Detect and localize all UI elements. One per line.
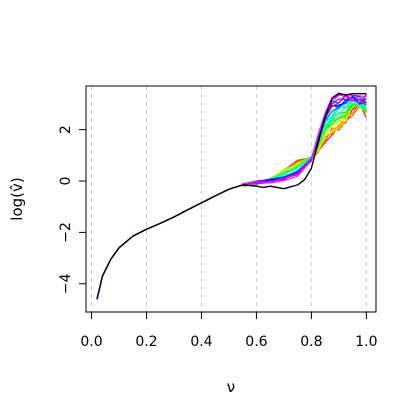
y-axis: −4 −2 0 2: [58, 125, 87, 294]
x-tick-label-1: 0.2: [135, 334, 157, 350]
series-line-black: [96, 93, 367, 300]
x-axis-label: ν: [227, 378, 235, 396]
x-tick-label-3: 0.6: [245, 334, 267, 350]
y-tick-label-0: −4: [58, 273, 74, 294]
x-tick-label-5: 1.0: [355, 334, 377, 350]
series-lines: [96, 92, 367, 300]
x-tick-label-0: 0.0: [80, 334, 102, 350]
x-tick-label-2: 0.4: [190, 334, 212, 350]
x-tick-label-4: 0.8: [300, 334, 322, 350]
series-line-18: [96, 96, 367, 300]
series-line-11: [96, 103, 367, 300]
series-line-13: [96, 99, 367, 300]
y-tick-label-3: 2: [58, 125, 74, 134]
y-tick-label-2: 0: [58, 177, 74, 186]
y-tick-label-1: −2: [58, 222, 74, 243]
series-line-10: [96, 103, 367, 300]
grid-lines: [90, 86, 367, 312]
series-line-14: [96, 99, 367, 300]
x-axis: 0.0 0.2 0.4 0.6 0.8 1.0: [80, 311, 378, 350]
y-axis-label: log(v̂): [8, 177, 26, 220]
series-line-20: [96, 96, 367, 300]
series-line-1: [96, 103, 367, 300]
series-line-17: [96, 99, 367, 300]
